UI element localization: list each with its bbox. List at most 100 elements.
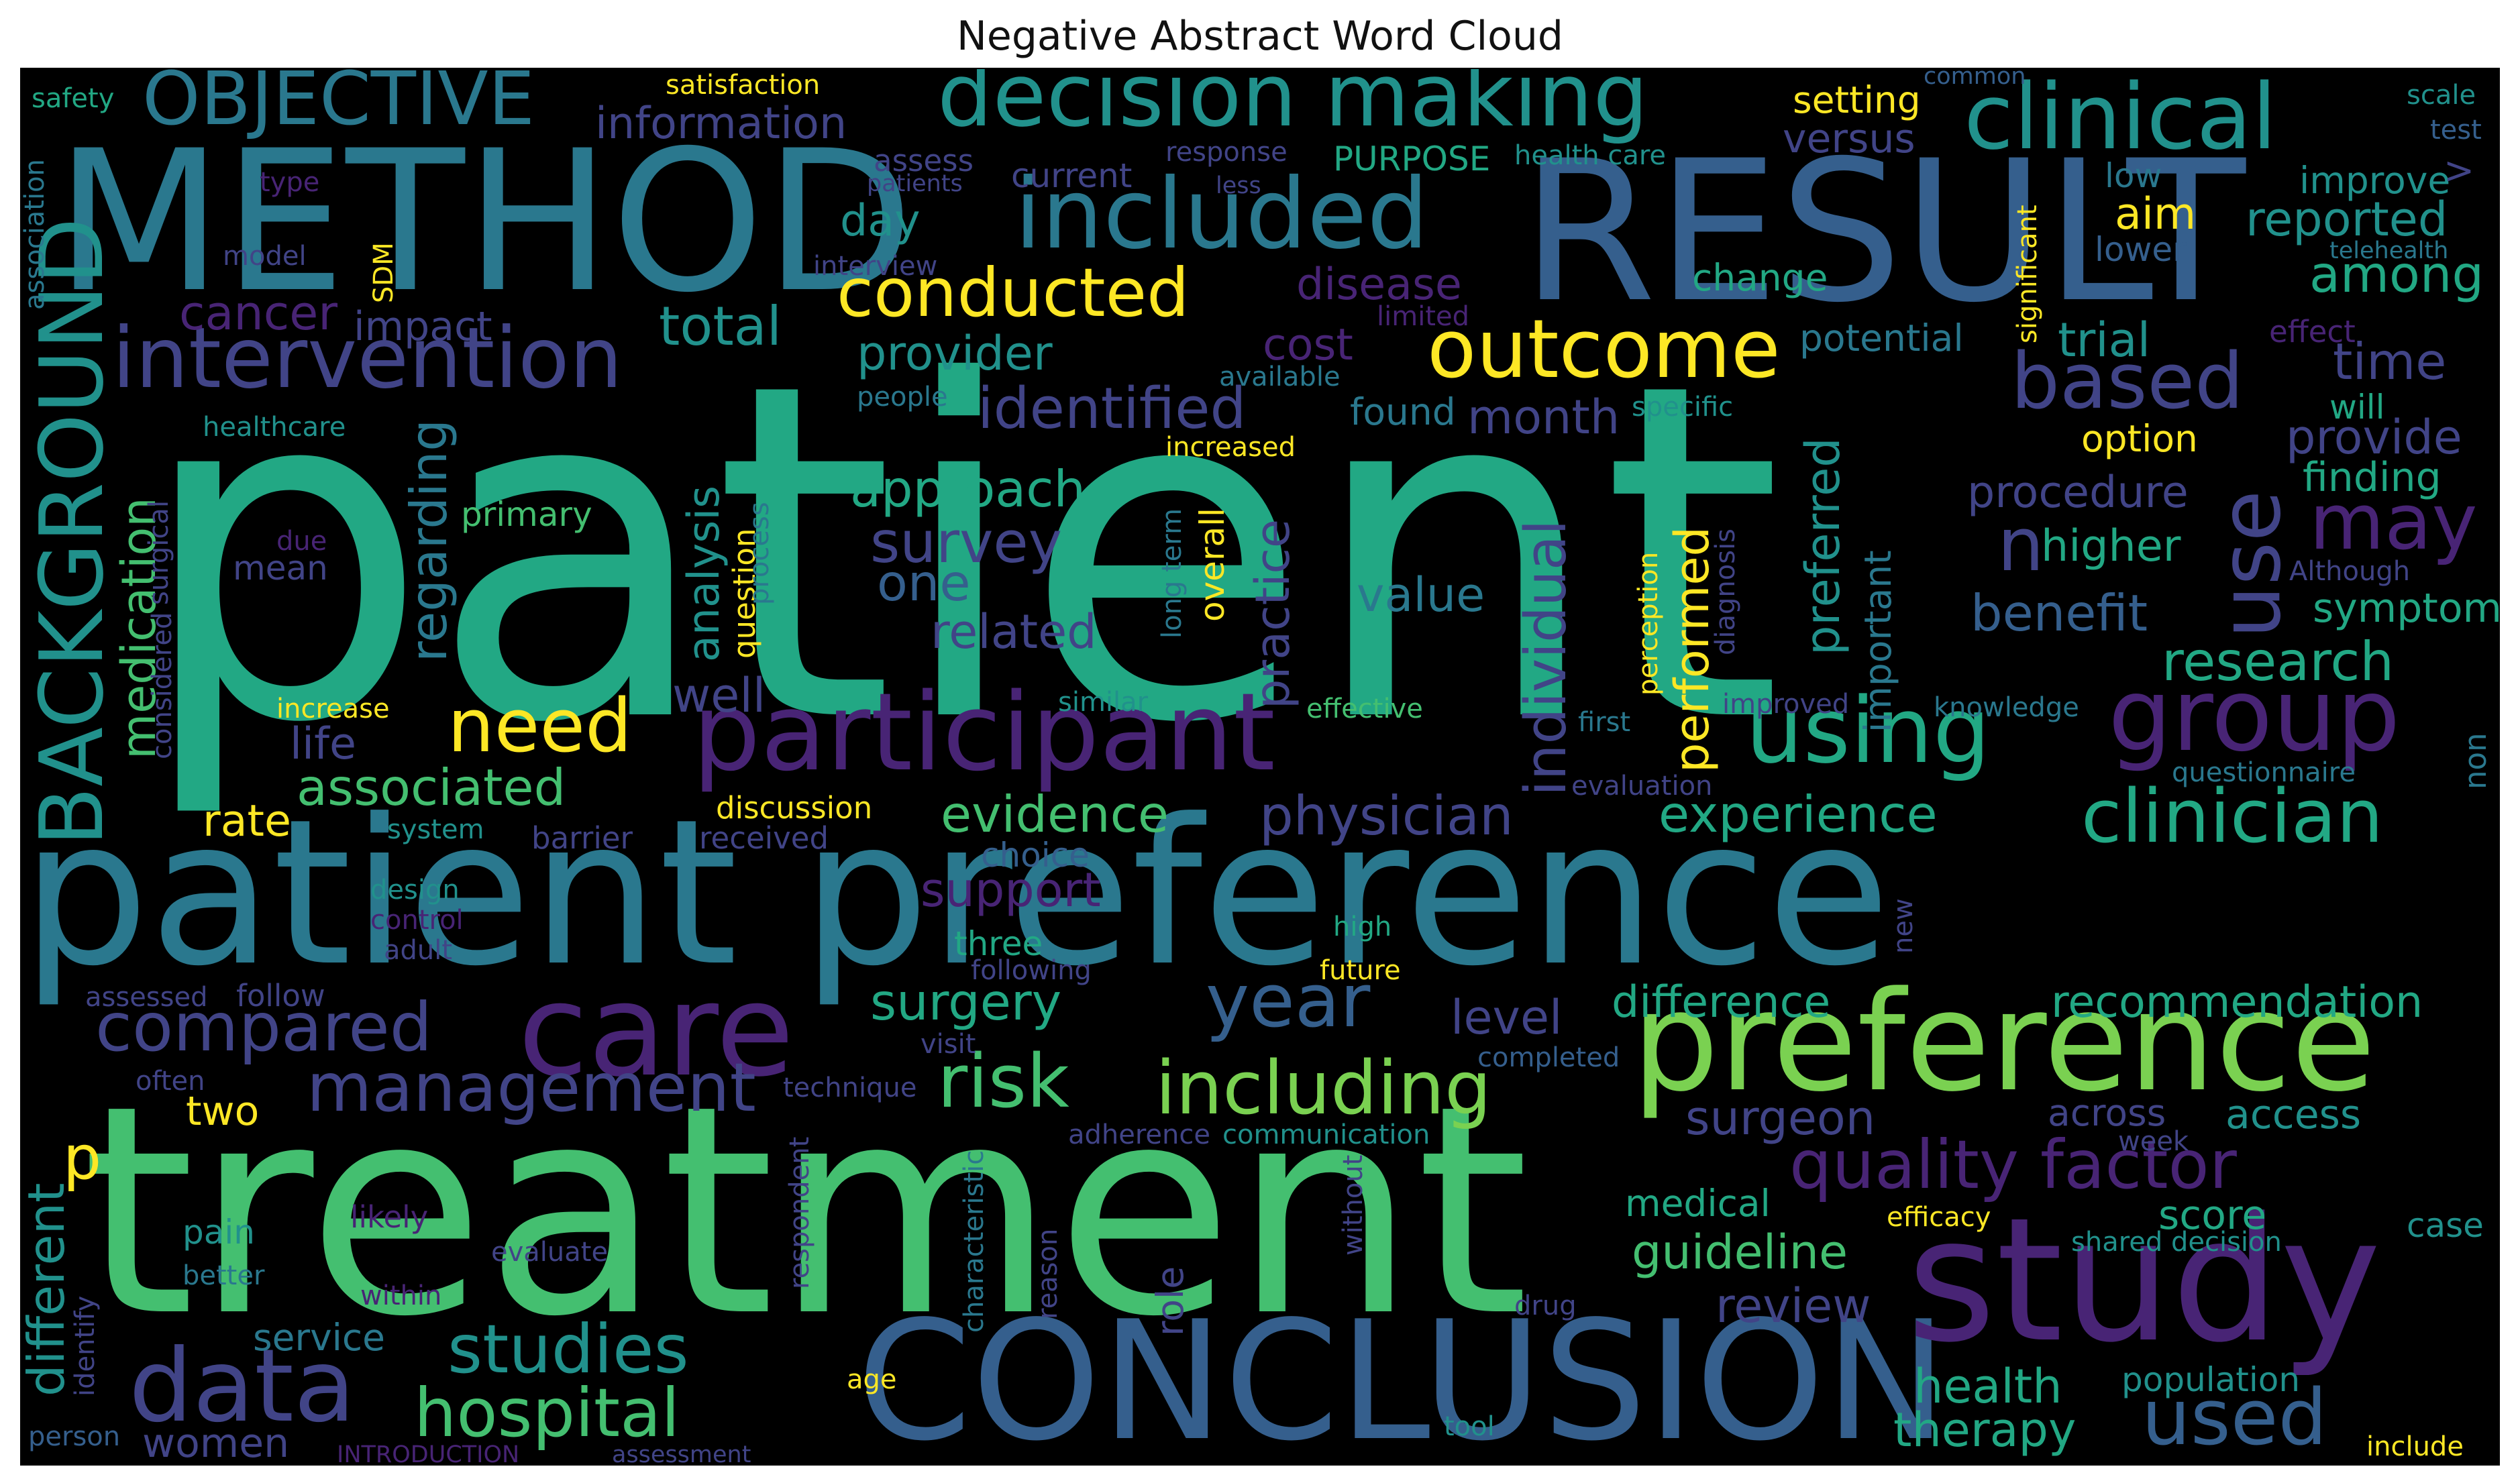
word-medical: medical bbox=[1625, 1182, 1771, 1225]
word-interview: interview bbox=[813, 251, 938, 282]
word-data: data bbox=[129, 1328, 356, 1445]
word-across: across bbox=[2048, 1091, 2166, 1134]
word-respondent: respondent bbox=[784, 1136, 815, 1289]
word-conducted: conducted bbox=[837, 254, 1190, 332]
word-need: need bbox=[448, 683, 632, 769]
word-visit: visit bbox=[921, 1029, 976, 1060]
word-response: response bbox=[1165, 137, 1288, 168]
word-reason: reason bbox=[1033, 1228, 1063, 1319]
word-communication: communication bbox=[1222, 1119, 1430, 1150]
word-control: control bbox=[370, 905, 464, 936]
word-satisfaction: satisfaction bbox=[666, 70, 821, 101]
word-survey: survey bbox=[870, 510, 1063, 576]
word-improve: improve bbox=[2299, 159, 2451, 202]
word-week: week bbox=[2118, 1126, 2189, 1157]
word-higher: higher bbox=[2041, 521, 2181, 571]
word-barrier: barrier bbox=[531, 820, 633, 856]
word-research: research bbox=[2162, 630, 2395, 693]
word-type: type bbox=[260, 167, 320, 198]
word-received: received bbox=[699, 820, 829, 856]
word-background: BACKGROUND bbox=[21, 217, 123, 846]
word-patient: patient bbox=[136, 285, 1783, 824]
word-cloud-canvas: patient treatment patient preference METHOD… bbox=[20, 68, 2500, 1466]
word-limited: limited bbox=[1377, 301, 1469, 332]
word-mean: mean bbox=[233, 549, 328, 588]
word-rate: rate bbox=[203, 796, 292, 846]
word-surgeon: surgeon bbox=[1685, 1091, 1876, 1146]
word-high: high bbox=[1333, 912, 1392, 942]
word-life: life bbox=[290, 719, 356, 769]
word-adherence: adherence bbox=[1068, 1119, 1210, 1150]
word-related: related bbox=[931, 604, 1097, 659]
word-disease: disease bbox=[1296, 260, 1462, 310]
word-efficacy: efficacy bbox=[1887, 1202, 1991, 1233]
word-follow: follow bbox=[236, 978, 325, 1013]
word-result: RESULT bbox=[1521, 119, 2246, 345]
word-option: option bbox=[2081, 417, 2198, 460]
word-although: Although bbox=[2289, 556, 2411, 587]
word-procedure: procedure bbox=[1967, 468, 2189, 518]
word-effect: effect bbox=[2269, 314, 2356, 349]
word-shared-decision: shared decision bbox=[2071, 1227, 2282, 1258]
word-care: care bbox=[518, 956, 794, 1105]
word-available: available bbox=[1219, 362, 1341, 392]
word-similar: similar bbox=[1058, 687, 1149, 718]
word-without: without bbox=[1338, 1154, 1369, 1256]
word-choice: choice bbox=[981, 836, 1090, 875]
word-use: use bbox=[2202, 490, 2299, 639]
word-diagnosis: diagnosis bbox=[1710, 528, 1741, 655]
word-completed: completed bbox=[1477, 1042, 1620, 1073]
word-following: following bbox=[971, 955, 1092, 986]
word-within: within bbox=[360, 1280, 442, 1311]
word-health: health bbox=[1913, 1359, 2062, 1414]
word-pain: pain bbox=[182, 1213, 255, 1252]
word-surgery: surgery bbox=[870, 973, 1062, 1032]
word-less: less bbox=[1216, 172, 1261, 199]
word-questionnaire: questionnaire bbox=[2172, 757, 2356, 788]
word-risk: risk bbox=[937, 1038, 1069, 1124]
word-future: future bbox=[1320, 955, 1401, 986]
word-improved: improved bbox=[1722, 689, 1850, 720]
word-significant: significant bbox=[2012, 205, 2043, 343]
word-study: study bbox=[1907, 1181, 2382, 1380]
word-telehealth: telehealth bbox=[2329, 237, 2449, 264]
word-technique: technique bbox=[783, 1073, 917, 1103]
word-management: management bbox=[307, 1048, 756, 1127]
word-low: low bbox=[2105, 156, 2162, 195]
word-design: design bbox=[370, 875, 460, 905]
word-impact: impact bbox=[354, 303, 492, 350]
word-benefit: benefit bbox=[1971, 584, 2148, 643]
word-cancer: cancer bbox=[179, 286, 338, 341]
word-first: first bbox=[1578, 707, 1631, 738]
word-experience: experience bbox=[1659, 785, 1938, 844]
word-women: women bbox=[142, 1420, 290, 1466]
word-may: may bbox=[2309, 478, 2478, 567]
word-review: review bbox=[1716, 1278, 1871, 1333]
word-non: non bbox=[2458, 732, 2493, 789]
word-patient-preference: patient preference bbox=[21, 776, 1891, 1010]
word-purpose: PURPOSE bbox=[1333, 140, 1491, 178]
word-objective: OBJECTIVE bbox=[142, 68, 535, 142]
word-practice: practice bbox=[1245, 518, 1300, 709]
word-tool: tool bbox=[1444, 1411, 1495, 1442]
word-lower: lower bbox=[2095, 230, 2187, 269]
word-evaluate: evaluate bbox=[491, 1237, 609, 1268]
word-health-care: health care bbox=[1514, 140, 1667, 171]
word-often: often bbox=[136, 1066, 205, 1097]
word-support: support bbox=[921, 863, 1101, 918]
word-individual: individual bbox=[1513, 519, 1579, 796]
word-intervention: intervention bbox=[112, 310, 623, 407]
word-analysis: analysis bbox=[679, 485, 729, 662]
word-one: one bbox=[877, 553, 971, 612]
word-assessment: assessment bbox=[612, 1441, 751, 1466]
word-symbol: > bbox=[2444, 149, 2475, 192]
word-clinician: clinician bbox=[2081, 773, 2384, 859]
word-month: month bbox=[1467, 390, 1620, 445]
word-finding: finding bbox=[2303, 454, 2442, 501]
word-service: service bbox=[253, 1316, 386, 1359]
word-included: included bbox=[1014, 158, 1429, 271]
word-role: role bbox=[1149, 1266, 1192, 1336]
word-well: well bbox=[672, 668, 766, 723]
word-outcome: outcome bbox=[1427, 303, 1781, 396]
word-regarding: regarding bbox=[399, 419, 458, 662]
